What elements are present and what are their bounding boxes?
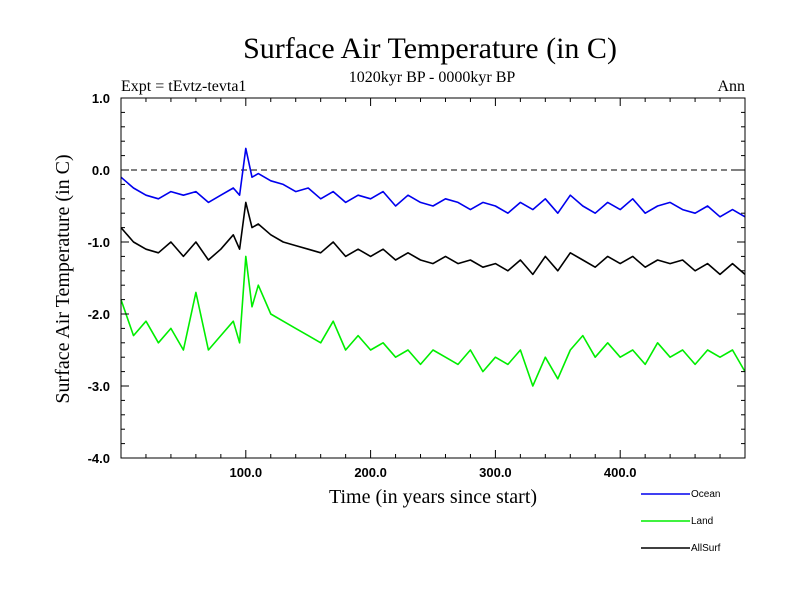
legend-label-land: Land [691, 516, 713, 527]
y-tick-label: 1.0 [92, 91, 110, 106]
series-line-land [120, 255, 746, 387]
y-tick-label: -1.0 [88, 235, 110, 250]
plot-area: 1.0 0.0 -1.0 -2.0 -3.0 -4.0 100.0 200.0 300.0 400… [88, 91, 746, 480]
y-tick-label: -2.0 [88, 307, 110, 322]
legend-label-allsurf: AllSurf [691, 543, 721, 554]
series-line-ocean [120, 147, 746, 218]
season-label: Ann [717, 78, 745, 95]
chart-subtitle: 1020kyr BP - 0000kyr BP [349, 69, 516, 86]
chart-title: Surface Air Temperature (in C) [243, 32, 617, 65]
x-axis-label: Time (in years since start) [329, 486, 537, 508]
legend: Ocean Land AllSurf [641, 489, 721, 554]
x-tick-label: 200.0 [354, 465, 387, 480]
experiment-label: Expt = tEvtz-tevta1 [121, 78, 246, 95]
x-tick-label: 100.0 [230, 465, 263, 480]
y-tick-label: 0.0 [92, 163, 110, 178]
y-axis-label: Surface Air Temperature (in C) [52, 154, 74, 403]
series-line-allsurf [120, 201, 746, 276]
y-tick-label: -3.0 [88, 379, 110, 394]
x-tick-label: 300.0 [479, 465, 512, 480]
plot-frame [120, 97, 746, 459]
legend-label-ocean: Ocean [691, 489, 720, 500]
y-tick-label: -4.0 [88, 451, 110, 466]
x-tick-label: 400.0 [604, 465, 637, 480]
